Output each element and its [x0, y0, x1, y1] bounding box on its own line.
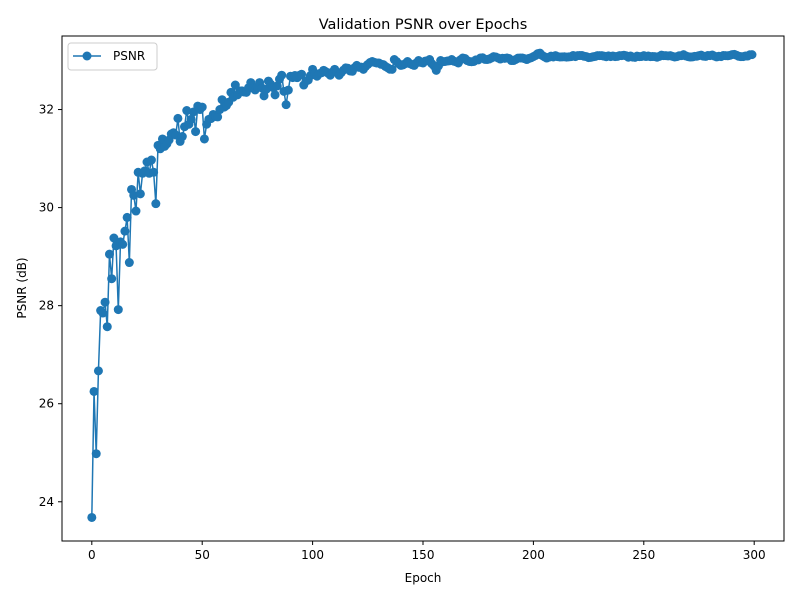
legend: PSNR	[67, 42, 158, 71]
psnr-point	[124, 258, 134, 268]
x-tick-label: 200	[522, 548, 545, 562]
psnr-point	[102, 322, 112, 332]
psnr-point	[151, 199, 161, 209]
psnr-point	[118, 239, 128, 249]
psnr-point	[177, 132, 187, 142]
psnr-point	[104, 249, 114, 259]
psnr-point	[213, 112, 223, 122]
psnr-point	[186, 114, 196, 124]
psnr-point	[387, 64, 397, 74]
y-tick-label: 26	[39, 397, 54, 411]
x-tick-label: 150	[412, 548, 435, 562]
x-tick-label: 100	[301, 548, 324, 562]
legend-marker	[82, 51, 92, 61]
psnr-point	[297, 69, 307, 79]
plot-area	[62, 36, 784, 541]
psnr-point	[146, 155, 156, 165]
psnr-point	[149, 167, 159, 177]
chart-title: Validation PSNR over Epochs	[319, 17, 528, 33]
y-tick-label: 32	[39, 103, 54, 117]
psnr-point	[270, 90, 280, 100]
y-axis-ticks: 24 26 28 30 32	[39, 103, 62, 509]
psnr-point	[113, 305, 123, 315]
psnr-point	[173, 113, 183, 123]
x-tick-label: 50	[195, 548, 210, 562]
psnr-point	[131, 206, 141, 216]
psnr-point	[89, 386, 99, 396]
legend-box	[67, 42, 158, 71]
psnr-point	[191, 127, 201, 137]
psnr-point	[199, 134, 209, 144]
x-tick-label: 300	[743, 548, 766, 562]
psnr-point	[93, 366, 103, 376]
psnr-point	[91, 449, 101, 459]
legend-label: PSNR	[113, 49, 145, 63]
y-tick-label: 28	[39, 299, 54, 313]
psnr-point	[107, 274, 117, 284]
psnr-point	[283, 85, 293, 95]
psnr-point	[281, 100, 291, 110]
psnr-point	[277, 70, 287, 80]
psnr-point	[272, 81, 282, 91]
x-axis-ticks: 0 50 100 150 200 250 300	[88, 541, 766, 562]
psnr-point	[98, 308, 108, 318]
y-tick-label: 30	[39, 201, 54, 215]
psnr-point	[87, 512, 97, 522]
y-tick-label: 24	[39, 495, 54, 509]
psnr-point	[109, 233, 119, 243]
x-axis-label: Epoch	[405, 571, 442, 585]
psnr-point	[135, 189, 145, 199]
series-layer	[87, 48, 757, 522]
y-axis-label: PSNR (dB)	[15, 257, 29, 318]
x-tick-label: 0	[88, 548, 96, 562]
x-tick-label: 250	[632, 548, 655, 562]
psnr-point	[747, 50, 757, 60]
psnr-point	[120, 226, 130, 236]
psnr-point	[197, 102, 207, 112]
psnr-point	[122, 212, 132, 222]
psnr-point	[100, 297, 110, 307]
